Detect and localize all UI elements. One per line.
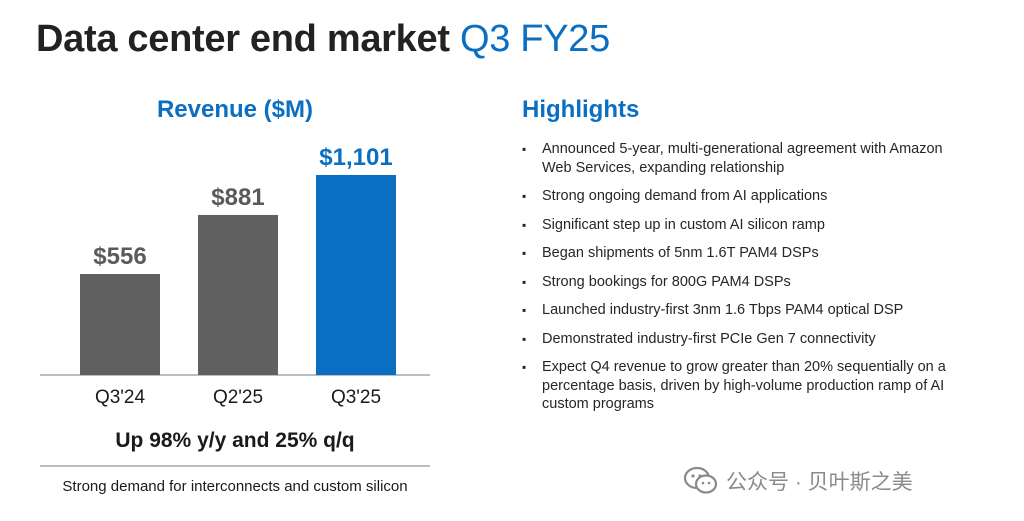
highlight-text: Expect Q4 revenue to grow greater than 2… [542,359,946,412]
summary-divider [40,465,430,467]
bullet-icon: ▪ [522,331,527,346]
x-tick-label: Q3'24 [95,387,146,408]
highlight-text: Began shipments of 5nm 1.6T PAM4 DSPs [542,245,819,261]
bullet-icon: ▪ [522,246,527,260]
highlights-list: ▪ Announced 5-year, multi-generational ag… [520,140,970,424]
highlight-text: Strong bookings for 800G PAM4 DSPs [542,273,791,290]
growth-summary: Up 98% y/y and 25% q/q [115,429,355,452]
demand-note: Strong demand for interconnects and cust… [62,478,408,495]
chart-title: Revenue ($M) [156,96,314,123]
data-label: $1,101 [319,144,392,171]
x-tick-label: Q2'25 [213,387,263,408]
bullet-icon: ▪ [522,217,527,232]
data-label: $881 [211,184,264,211]
bullet-icon: ▪ [522,274,527,289]
page-title: Data center end market Q3 FY25 [36,18,610,61]
bullet-icon: ▪ [522,142,527,156]
title-accent: Q3 FY25 [459,18,610,60]
highlight-text: Demonstrated industry-first PCIe Gen 7 c… [542,330,876,347]
highlight-text: Strong ongoing demand from AI applicatio… [542,188,828,204]
bar-Q3'24 [80,274,160,375]
bar-Q2'25 [198,214,278,375]
bullet-icon: ▪ [522,303,527,317]
x-tick-label: Q3'25 [331,387,381,408]
highlight-item: ▪ Announced 5-year, multi-generational ag… [520,140,970,177]
watermark: 公众号 · 贝叶斯之美 [684,463,913,499]
title-main: Data center end market [36,18,450,60]
highlight-text: Significant step up in custom AI silicon… [542,216,825,233]
bar-Q3'25 [316,175,396,375]
highlight-item: ▪ Launched industry-first 3nm 1.6 Tbps PA… [520,301,970,320]
bullet-icon: ▪ [522,360,527,374]
wechat-icon [684,466,718,496]
data-label: $556 [93,243,146,270]
watermark-text: 公众号 · 贝叶斯之美 [726,471,913,494]
highlight-item: ▪ Began shipments of 5nm 1.6T PAM4 DSPs [520,244,970,263]
highlight-text: Launched industry-first 3nm 1.6 Tbps PAM… [542,302,904,318]
highlight-item: ▪ Significant step up in custom AI silico… [520,216,970,235]
bullet-icon: ▪ [522,189,527,203]
highlight-item: ▪ Strong bookings for 800G PAM4 DSPs [520,273,970,292]
highlight-item: ▪ Expect Q4 revenue to grow greater than … [520,358,970,414]
highlights-title: Highlights [522,96,640,123]
highlight-item: ▪ Strong ongoing demand from AI applicati… [520,187,970,206]
highlight-item: ▪ Demonstrated industry-first PCIe Gen 7 … [520,330,970,349]
highlight-text: Announced 5-year, multi-generational agr… [542,141,943,176]
